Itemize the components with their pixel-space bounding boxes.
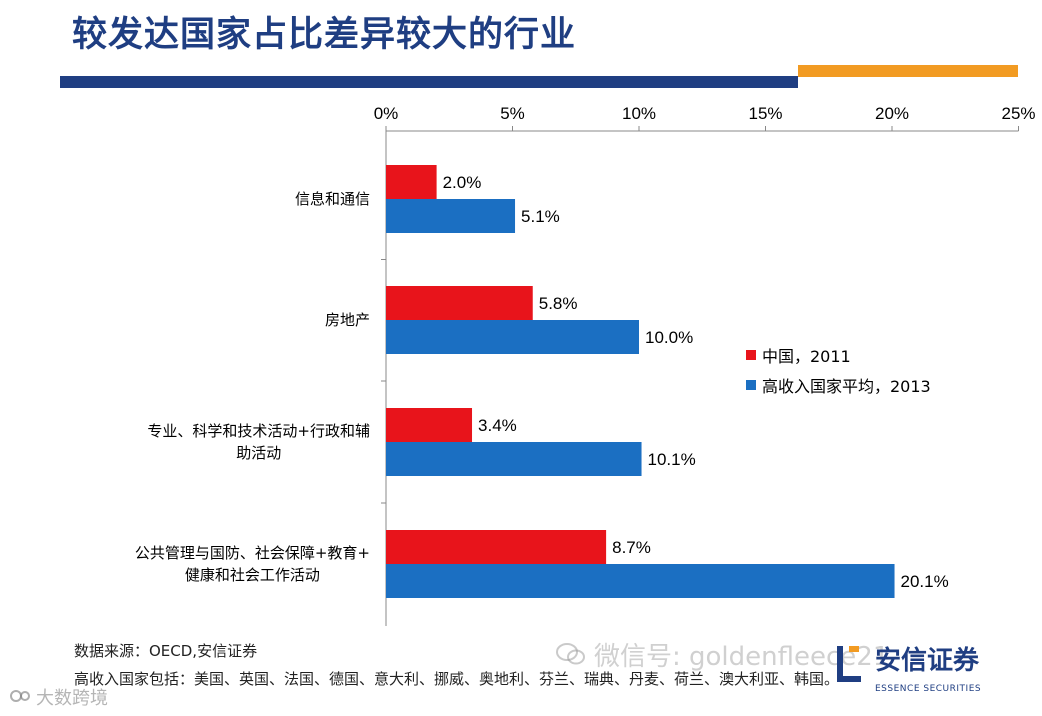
corner-logo-icon — [10, 690, 30, 702]
data-label-high-income: 10.0% — [645, 328, 693, 347]
legend-label-high-income: 高收入国家平均，2013 — [762, 377, 931, 396]
x-tick-label: 20% — [875, 104, 909, 123]
legend-label-china: 中国，2011 — [762, 347, 851, 366]
data-label-high-income: 20.1% — [901, 572, 949, 591]
category-label: 房地产 — [325, 311, 370, 329]
category-label-line: 助活动 — [236, 444, 281, 462]
category-label: 专业、科学和技术活动+行政和辅助活动 — [147, 422, 370, 462]
essence-securities-logo: 安信证券 ESSENCE SECURITIES — [835, 640, 1005, 702]
legend-swatch-high-income — [746, 380, 756, 390]
bar-china — [386, 286, 533, 320]
logo-text-cn: 安信证券 — [875, 646, 980, 676]
data-label-china: 8.7% — [612, 538, 651, 557]
category-label-line: 健康和社会工作活动 — [185, 566, 320, 584]
category-label: 公共管理与国防、社会保障+教育+ 健康和社会工作活动 — [135, 544, 370, 584]
category-label-line: 公共管理与国防、社会保障+教育+ — [135, 544, 370, 562]
data-source-note: 数据来源：OECD,安信证券 — [74, 642, 258, 660]
legend-swatch-china — [746, 350, 756, 360]
legend-item-china: 中国，2011 — [746, 340, 931, 370]
bar-china — [386, 530, 607, 564]
header-divider-blue — [60, 76, 798, 88]
data-label-high-income: 10.1% — [648, 450, 696, 469]
corner-watermark-text: 大数跨境 — [36, 688, 108, 709]
x-tick-label: 5% — [500, 104, 525, 123]
bar-high-income — [386, 199, 516, 233]
category-label-line: 房地产 — [325, 311, 370, 329]
category-label-line: 信息和通信 — [295, 190, 370, 208]
bar-china — [386, 408, 473, 442]
high-income-countries-note: 高收入国家包括：美国、英国、法国、德国、意大利、挪威、奥地利、芬兰、瑞典、丹麦、… — [74, 670, 840, 688]
bar-high-income — [386, 320, 639, 354]
x-tick-label: 0% — [374, 104, 399, 123]
logo-text-en: ESSENCE SECURITIES — [875, 684, 982, 694]
bar-high-income — [386, 442, 642, 476]
corner-watermark: 大数跨境 — [8, 684, 108, 710]
x-tick-label: 10% — [622, 104, 656, 123]
bar-china — [386, 165, 437, 199]
page-title: 较发达国家占比差异较大的行业 — [72, 15, 577, 55]
data-label-china: 3.4% — [478, 416, 517, 435]
bar-high-income — [386, 564, 895, 598]
category-label: 信息和通信 — [295, 190, 370, 208]
legend-item-high-income: 高收入国家平均，2013 — [746, 370, 931, 400]
data-label-high-income: 5.1% — [521, 207, 560, 226]
chart-legend: 中国，2011 高收入国家平均，2013 — [746, 340, 931, 400]
category-label-line: 专业、科学和技术活动+行政和辅 — [147, 422, 370, 440]
data-label-china: 2.0% — [443, 173, 482, 192]
x-tick-label: 15% — [748, 104, 782, 123]
logo-mark-icon — [837, 646, 861, 682]
data-label-china: 5.8% — [539, 294, 578, 313]
wechat-icon — [556, 643, 585, 665]
header-divider-orange — [798, 65, 1018, 77]
x-tick-label: 25% — [1001, 104, 1035, 123]
